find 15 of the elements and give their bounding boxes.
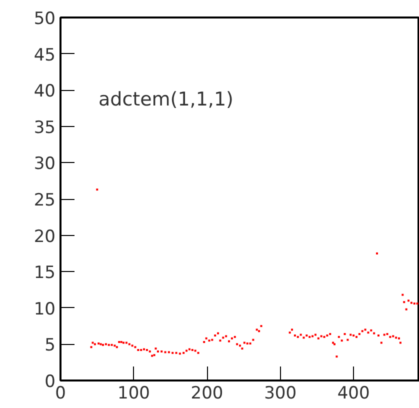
- x-tick-label: 300: [264, 384, 297, 404]
- y-tick-label: 10: [34, 299, 56, 320]
- y-tick-label: 5: [44, 336, 56, 356]
- y-tick-label: 25: [34, 190, 56, 210]
- y-tick-label: 35: [34, 118, 56, 138]
- y-tick-label: 15: [34, 263, 56, 284]
- y-tick-label: 45: [34, 45, 56, 66]
- y-tick-label: 30: [34, 154, 56, 174]
- y-tick-label: 40: [34, 82, 56, 102]
- x-tick-label: 200: [190, 384, 224, 404]
- y-tick-label: 20: [34, 226, 56, 247]
- x-tick-label: 100: [118, 384, 150, 404]
- x-tick-label: 400: [337, 384, 370, 404]
- text: adctem(1,1,1): [98, 88, 234, 110]
- y-tick-label: 50: [34, 9, 56, 29]
